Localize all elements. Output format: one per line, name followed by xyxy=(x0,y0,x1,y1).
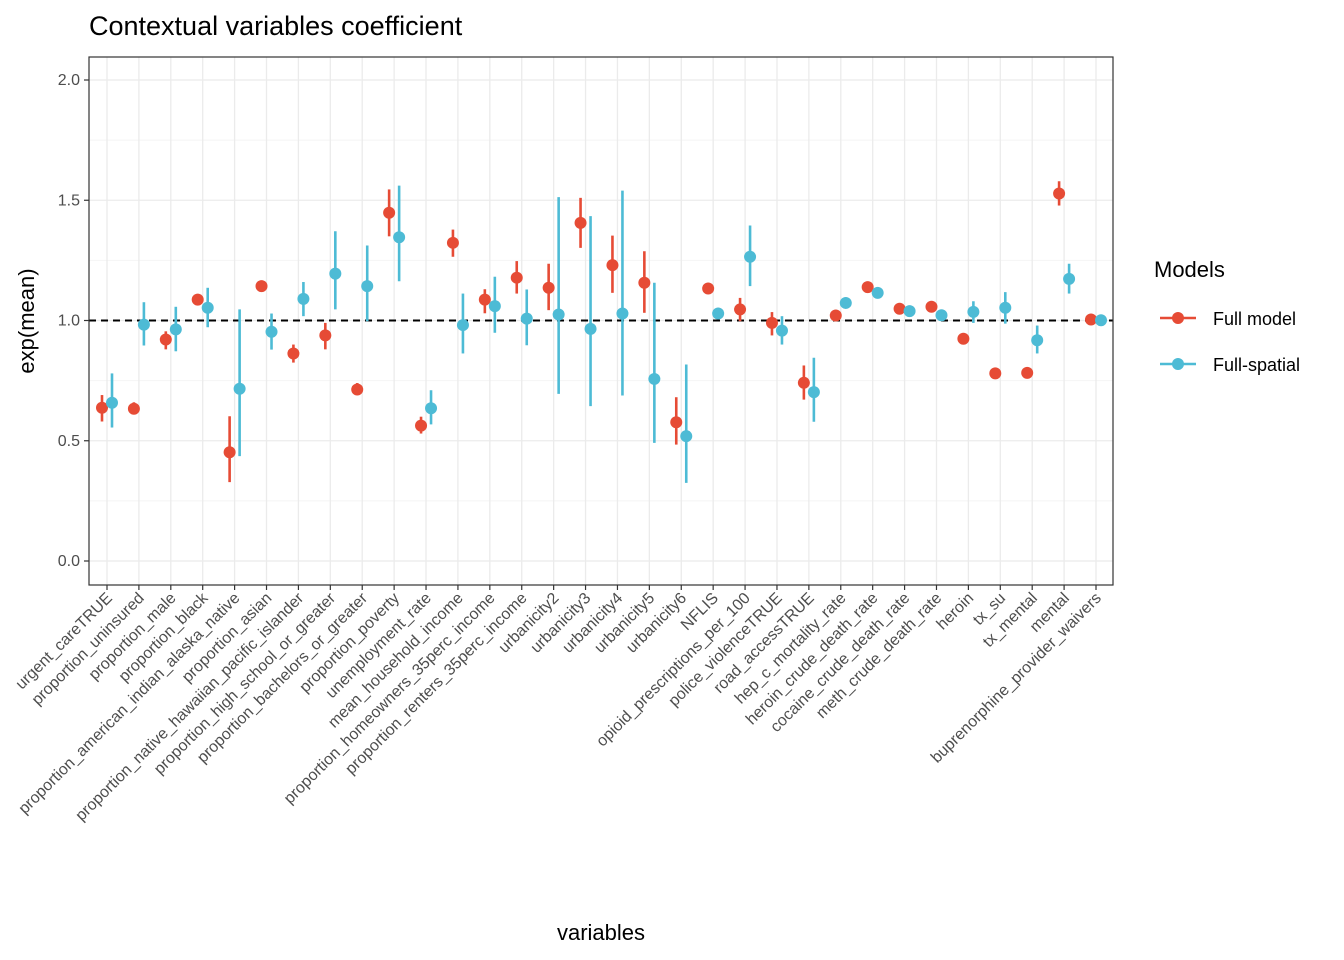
data-point xyxy=(903,305,916,318)
data-point xyxy=(169,323,182,336)
data-point xyxy=(159,333,172,346)
data-point xyxy=(255,280,268,293)
data-point xyxy=(574,216,587,229)
data-point xyxy=(734,303,747,316)
y-tick-label: 0.0 xyxy=(58,553,80,570)
data-point xyxy=(616,307,629,320)
data-point xyxy=(775,324,788,337)
data-point xyxy=(648,372,661,385)
legend-item-full-model: Full model xyxy=(1160,309,1296,329)
legend-item-full-spatial: Full-spatial xyxy=(1160,355,1300,375)
data-point xyxy=(265,325,278,338)
data-point xyxy=(807,386,820,399)
legend-key-point xyxy=(1172,312,1184,324)
data-point xyxy=(957,332,970,345)
data-point xyxy=(552,308,565,321)
data-point xyxy=(765,316,778,329)
series-full-model xyxy=(96,181,1097,483)
legend: Models Full model Full-spatial xyxy=(1154,257,1300,375)
data-point xyxy=(96,401,108,414)
data-point xyxy=(967,305,980,318)
x-tick-label: proportion_american_indian_alaska_native xyxy=(16,590,244,818)
data-point xyxy=(201,301,214,314)
data-point xyxy=(488,300,501,313)
data-point xyxy=(670,416,683,429)
data-point xyxy=(584,322,597,335)
x-tick-label: heroin xyxy=(934,590,977,633)
x-axis-title: variables xyxy=(557,920,645,945)
legend-label: Full-spatial xyxy=(1213,355,1300,375)
y-axis-title: exp(mean) xyxy=(14,268,39,373)
data-point xyxy=(702,282,715,295)
data-point xyxy=(520,312,533,325)
data-point xyxy=(744,250,757,263)
data-point xyxy=(989,367,1002,380)
data-point xyxy=(680,430,693,443)
y-tick-label: 1.5 xyxy=(58,192,80,209)
data-point xyxy=(393,231,406,244)
data-point xyxy=(351,383,364,396)
data-point xyxy=(297,292,310,305)
data-point xyxy=(935,309,948,322)
data-point xyxy=(415,419,428,432)
data-point xyxy=(137,318,150,331)
data-point xyxy=(1085,313,1097,326)
data-point xyxy=(287,347,300,360)
chart-title: Contextual variables coefficient xyxy=(89,11,463,41)
data-point xyxy=(319,329,332,342)
data-point xyxy=(542,281,555,294)
y-tick-label: 0.5 xyxy=(58,433,80,450)
legend-title: Models xyxy=(1154,257,1225,282)
data-point xyxy=(191,293,204,306)
data-point xyxy=(861,281,874,294)
data-point xyxy=(446,236,459,249)
data-point xyxy=(425,402,438,415)
data-point xyxy=(223,446,236,459)
data-point xyxy=(1095,314,1107,327)
data-point xyxy=(106,396,118,409)
data-point xyxy=(871,286,884,299)
data-point xyxy=(456,319,469,332)
data-point xyxy=(233,382,246,395)
data-point xyxy=(383,206,396,219)
data-point xyxy=(478,293,491,306)
data-point xyxy=(839,296,852,309)
data-point xyxy=(638,276,651,289)
data-point xyxy=(127,402,140,415)
data-point xyxy=(1063,272,1076,285)
legend-label: Full model xyxy=(1213,309,1296,329)
y-tick-label: 1.0 xyxy=(58,313,80,330)
data-point xyxy=(1053,187,1066,200)
plot-panel: 0.00.51.01.52.0urgent_careTRUEproportion… xyxy=(13,56,1114,824)
data-point xyxy=(1031,334,1044,347)
y-tick-label: 2.0 xyxy=(58,72,80,89)
data-point xyxy=(606,259,619,272)
data-point xyxy=(829,309,842,322)
data-point xyxy=(925,300,938,313)
series-full-spatial xyxy=(106,185,1107,483)
data-point xyxy=(712,307,725,320)
legend-key-point xyxy=(1172,358,1184,370)
data-point xyxy=(361,280,374,293)
data-point xyxy=(510,271,523,284)
data-point xyxy=(1021,366,1034,379)
data-point xyxy=(999,301,1012,314)
data-point xyxy=(893,302,906,315)
data-point xyxy=(329,267,342,280)
data-point xyxy=(797,376,810,389)
